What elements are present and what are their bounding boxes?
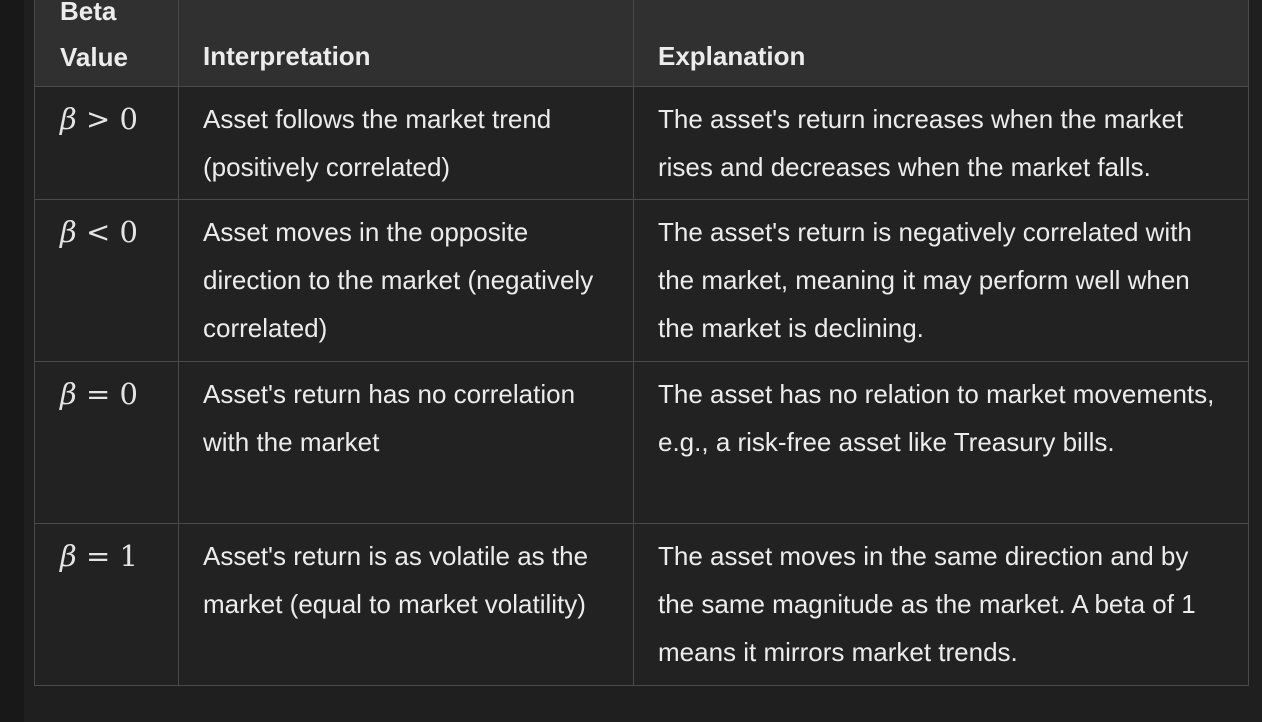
interpretation-cell: Asset follows the market trend (positive…: [178, 86, 634, 200]
interpretation-cell: Asset's return is as volatile as the mar…: [178, 523, 634, 686]
beta-value-cell: β > 0: [34, 86, 179, 200]
beta-value-cell: β < 0: [34, 199, 179, 362]
beta-value-cell: β = 0: [34, 361, 179, 524]
table-header-row: Beta Value Interpretation Explanation: [34, 0, 1249, 87]
table-row: β > 0 Asset follows the market trend (po…: [34, 86, 1249, 200]
beta-value-table: Beta Value Interpretation Explanation β …: [34, 0, 1249, 686]
interpretation-cell: Asset moves in the opposite direction to…: [178, 199, 634, 362]
header-interpretation: Interpretation: [178, 0, 634, 87]
beta-value-cell: β = 1: [34, 523, 179, 686]
beta-symbol: β: [60, 539, 77, 573]
header-explanation: Explanation: [633, 0, 1249, 87]
explanation-cell: The asset moves in the same direction an…: [633, 523, 1249, 686]
explanation-cell: The asset's return increases when the ma…: [633, 86, 1249, 200]
beta-relation: < 0: [85, 215, 138, 249]
header-beta-line1: Beta: [60, 0, 117, 26]
table-row: β = 1 Asset's return is as volatile as t…: [34, 523, 1249, 686]
beta-relation: > 0: [85, 102, 138, 136]
beta-relation: = 1: [85, 539, 138, 573]
beta-table-container: Beta Value Interpretation Explanation β …: [34, 0, 1249, 686]
table-row: β < 0 Asset moves in the opposite direct…: [34, 199, 1249, 362]
beta-symbol: β: [60, 102, 77, 136]
beta-relation: = 0: [85, 377, 138, 411]
beta-symbol: β: [60, 377, 77, 411]
header-beta-line2: Value: [60, 42, 128, 72]
explanation-cell: The asset has no relation to market move…: [633, 361, 1249, 524]
page-left-gutter: [0, 0, 24, 722]
explanation-cell: The asset's return is negatively correla…: [633, 199, 1249, 362]
interpretation-cell: Asset's return has no correlation with t…: [178, 361, 634, 524]
beta-symbol: β: [60, 215, 77, 249]
table-row: β = 0 Asset's return has no correlation …: [34, 361, 1249, 524]
header-beta-value: Beta Value: [34, 0, 179, 87]
